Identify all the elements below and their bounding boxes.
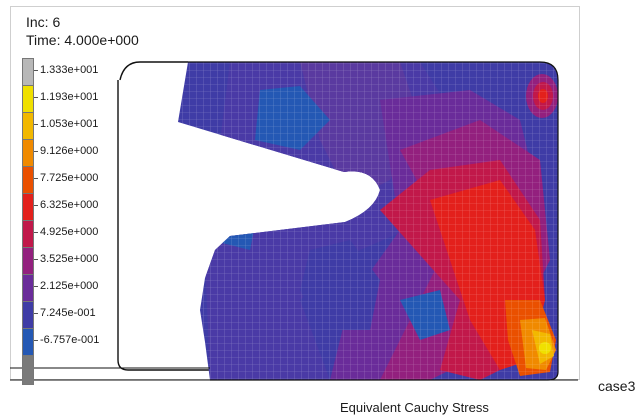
legend-value-label: 6.325e+000 — [40, 199, 99, 211]
legend-color-swatch — [22, 58, 34, 86]
legend-tick — [34, 232, 38, 233]
legend-tick — [34, 286, 38, 287]
legend-color-swatch — [22, 139, 34, 167]
legend-color-swatch — [22, 193, 34, 221]
legend-color-swatch — [22, 247, 34, 275]
legend-value-label: 9.126e+000 — [40, 145, 99, 157]
legend-value-label: 2.125e+000 — [40, 280, 99, 292]
stress-field — [178, 62, 558, 380]
legend-value-label: 7.725e+000 — [40, 172, 99, 184]
legend-tick — [34, 70, 38, 71]
legend-value-label: 7.245e-001 — [40, 307, 96, 319]
legend-tick — [34, 97, 38, 98]
legend-color-swatch — [22, 328, 34, 356]
time-label: Time: 4.000e+000 — [26, 32, 139, 48]
legend-value-label: 4.925e+000 — [40, 226, 99, 238]
legend-tick — [34, 178, 38, 179]
legend-value-label: 1.193e+001 — [40, 91, 99, 103]
legend-color-swatch — [22, 355, 34, 385]
legend-color-swatch — [22, 112, 34, 140]
plot-title: Equivalent Cauchy Stress — [340, 400, 489, 415]
legend-tick — [34, 205, 38, 206]
increment-label: Inc: 6 — [26, 14, 61, 30]
legend-color-swatch — [22, 301, 34, 329]
legend-value-label: 1.053e+001 — [40, 118, 99, 130]
legend-color-swatch — [22, 274, 34, 302]
legend-color-swatch — [22, 220, 34, 248]
legend-color-swatch — [22, 166, 34, 194]
legend-tick — [34, 124, 38, 125]
legend-tick — [34, 151, 38, 152]
legend-value-label: 3.525e+000 — [40, 253, 99, 265]
legend-tick — [34, 259, 38, 260]
legend-tick — [34, 340, 38, 341]
legend-value-label: 1.333e+001 — [40, 64, 99, 76]
legend-color-swatch — [22, 85, 34, 113]
case-label: case3 — [598, 378, 636, 394]
color-legend-bar — [22, 58, 34, 386]
legend-tick — [34, 313, 38, 314]
legend-value-label: -6.757e-001 — [40, 334, 100, 346]
